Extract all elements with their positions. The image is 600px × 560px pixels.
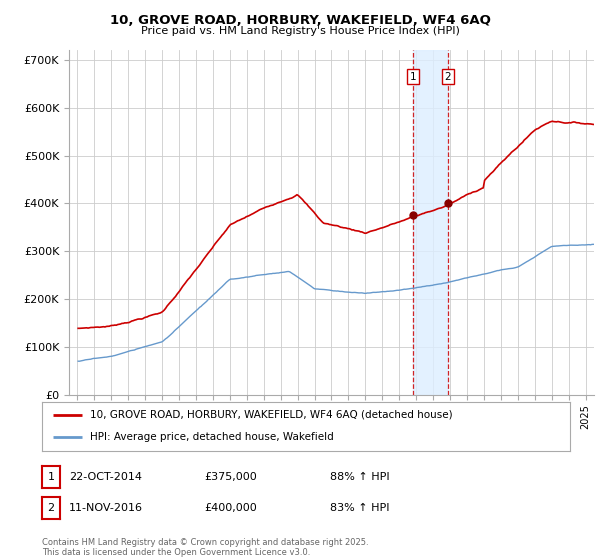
Text: 10, GROVE ROAD, HORBURY, WAKEFIELD, WF4 6AQ (detached house): 10, GROVE ROAD, HORBURY, WAKEFIELD, WF4 … xyxy=(89,410,452,420)
Text: Price paid vs. HM Land Registry's House Price Index (HPI): Price paid vs. HM Land Registry's House … xyxy=(140,26,460,36)
Text: £400,000: £400,000 xyxy=(204,503,257,513)
Text: 2: 2 xyxy=(47,503,55,513)
Text: HPI: Average price, detached house, Wakefield: HPI: Average price, detached house, Wake… xyxy=(89,432,333,442)
Bar xyxy=(413,50,448,395)
Text: £375,000: £375,000 xyxy=(204,472,257,482)
Text: 2: 2 xyxy=(445,72,451,82)
Text: 10, GROVE ROAD, HORBURY, WAKEFIELD, WF4 6AQ: 10, GROVE ROAD, HORBURY, WAKEFIELD, WF4 … xyxy=(110,14,490,27)
Text: 1: 1 xyxy=(47,472,55,482)
Text: 22-OCT-2014: 22-OCT-2014 xyxy=(69,472,142,482)
Text: 11-NOV-2016: 11-NOV-2016 xyxy=(69,503,143,513)
Text: Contains HM Land Registry data © Crown copyright and database right 2025.
This d: Contains HM Land Registry data © Crown c… xyxy=(42,538,368,557)
Text: 1: 1 xyxy=(410,72,416,82)
Text: 88% ↑ HPI: 88% ↑ HPI xyxy=(330,472,389,482)
Text: 83% ↑ HPI: 83% ↑ HPI xyxy=(330,503,389,513)
